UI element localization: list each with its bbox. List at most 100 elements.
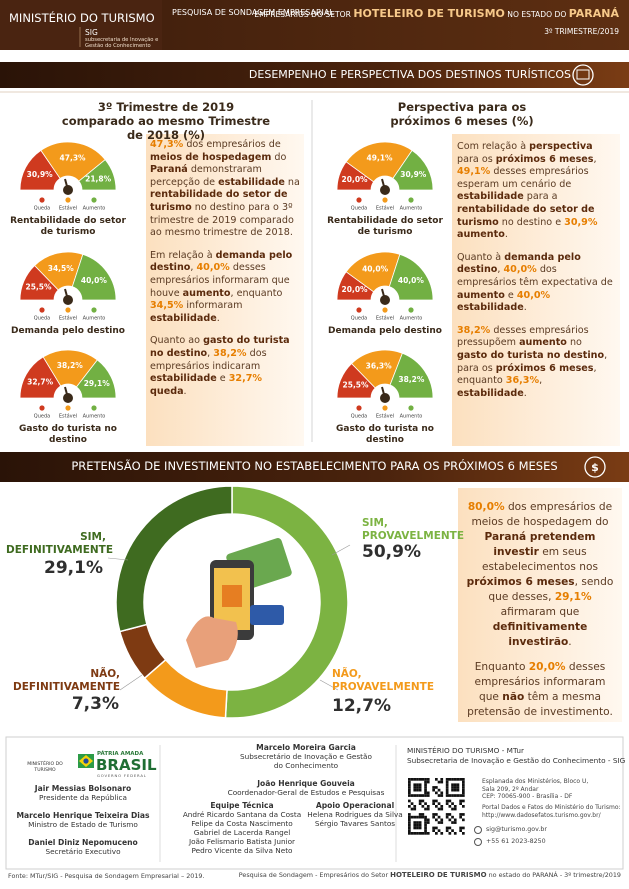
qr-module <box>451 794 454 797</box>
qr-module <box>408 783 411 787</box>
qr-module <box>432 786 435 789</box>
text-box-content: 80,0% dos empresários de meios de hosped… <box>463 500 617 730</box>
qr-module <box>413 786 417 789</box>
text-run: em seus estabelecimentos nos <box>482 546 598 573</box>
brasil-flag <box>83 758 89 764</box>
text-run: no destino para o 3º trimestre de 2019 c… <box>150 201 294 239</box>
donut-segment <box>224 485 349 719</box>
text-highlight: perspectiva <box>529 141 593 152</box>
qr-module <box>462 778 465 781</box>
text-highlight: 38,2% <box>213 347 247 359</box>
text-highlight: 20,0% <box>528 661 566 673</box>
donut-segment <box>143 658 228 719</box>
text-run: no <box>566 337 582 349</box>
gauge-segment <box>389 352 434 399</box>
qr-module <box>462 818 465 822</box>
text-run: , enquanto <box>457 362 597 387</box>
qr-module <box>435 778 438 781</box>
section-icon <box>576 69 590 80</box>
ministry: MINISTÉRIO DO TURISMO <box>9 11 155 25</box>
person-role: Secretário Executivo <box>45 847 121 856</box>
text-highlight: rentabilidade do setor de turismo <box>150 189 288 213</box>
legend-label: Aumento <box>400 206 423 212</box>
qr-module <box>445 783 449 787</box>
legend-swatch <box>91 405 97 411</box>
qr-module <box>451 778 454 781</box>
legend-label: Estável <box>59 315 77 322</box>
paragraph: Quanto ao gasto do turista no destino, 3… <box>150 335 300 398</box>
contact-org: MINISTÉRIO DO TURISMO - MTur <box>407 746 524 755</box>
text-run: dos empresários de <box>183 139 281 150</box>
qr-module <box>453 783 457 787</box>
leader-line <box>319 679 339 691</box>
qr-module <box>416 783 419 787</box>
qr-module <box>416 832 419 835</box>
qr-module <box>445 799 449 803</box>
person-role: Coordenador-Geral de Estudos e Pesquisas <box>227 788 385 797</box>
legend-swatch <box>382 197 388 203</box>
text-highlight: estabilidade <box>150 373 217 385</box>
qr-module <box>424 807 427 811</box>
legend-label: Estável <box>59 205 77 212</box>
qr-module <box>440 791 444 795</box>
legend-swatch <box>65 307 71 313</box>
qr-module <box>456 778 460 781</box>
value-label: 7,3% <box>71 694 119 714</box>
qr-module <box>451 815 454 819</box>
qr-module <box>459 778 462 781</box>
text-run: , <box>593 153 597 165</box>
qr-module <box>410 832 414 835</box>
qr-module <box>432 815 435 819</box>
legend-swatch <box>408 197 414 203</box>
legend-label: Queda <box>34 206 50 212</box>
gauge-needle <box>381 288 386 301</box>
qr-module <box>451 786 454 789</box>
person-role: Ministro de Estado de Turismo <box>28 820 138 829</box>
qr-module <box>408 799 411 803</box>
text-run: têm a mesma pretensão de investimento. <box>467 691 613 718</box>
qr-module <box>432 813 435 816</box>
gauge-needle <box>64 178 69 191</box>
person-name: Marcelo Henrique Teixeira Dias <box>16 811 150 820</box>
unit: SIG <box>85 28 98 37</box>
legend-swatch <box>91 197 97 203</box>
qr-module <box>413 807 417 811</box>
qr-module <box>408 821 411 824</box>
qr-module <box>435 826 438 830</box>
qr-module <box>408 829 411 832</box>
header-title: EMPRESÁRIOS DO SETOR HOTELEIRO DE TURISM… <box>254 7 619 20</box>
gauge-segment <box>345 251 401 293</box>
text-highlight: aumento <box>457 289 505 301</box>
qr-module <box>440 805 444 808</box>
logo-brasil: GOVERNO FEDERAL <box>97 773 147 778</box>
legend-swatch <box>356 405 362 411</box>
qr-module <box>416 823 419 827</box>
qr-module <box>416 826 419 830</box>
qr-module <box>410 794 414 797</box>
text-run: , <box>207 347 214 359</box>
gauge-title: Gasto do turista no destino <box>336 424 434 445</box>
qr-module <box>448 832 452 835</box>
qr-module <box>421 813 425 816</box>
text-run: desses empresários informaram que houve <box>150 262 290 299</box>
qr-module <box>432 799 435 803</box>
text-run: desses empresários esperam um cenário de <box>457 166 589 190</box>
qr-module <box>424 786 427 789</box>
legend-swatch <box>65 197 71 203</box>
qr-module <box>424 791 427 795</box>
gauge-title: Rentabilidade do setor de turismo <box>10 216 126 237</box>
legend-label: Aumento <box>400 316 423 322</box>
qr-module <box>445 788 449 792</box>
bottom-note: Pesquisa de Sondagem - Empresários do Se… <box>239 871 621 879</box>
text-highlight: 47,3% <box>150 139 184 150</box>
text-highlight: 36,3% <box>505 375 540 387</box>
qr-module <box>426 791 430 795</box>
qr-module <box>459 829 462 832</box>
value-label: 50,9% <box>362 542 421 562</box>
value-label: 30,9% <box>27 170 54 179</box>
value-label: 32,7% <box>27 377 54 386</box>
text-highlight: HOTELEIRO DE TURISMO <box>390 871 487 879</box>
gauge-segment <box>78 159 117 191</box>
qr-module <box>418 815 422 819</box>
text-highlight: Paraná <box>150 164 188 176</box>
